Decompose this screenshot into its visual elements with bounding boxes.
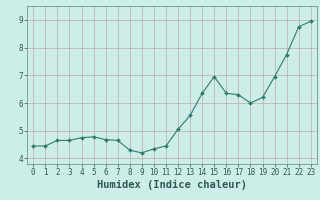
X-axis label: Humidex (Indice chaleur): Humidex (Indice chaleur) xyxy=(97,180,247,190)
